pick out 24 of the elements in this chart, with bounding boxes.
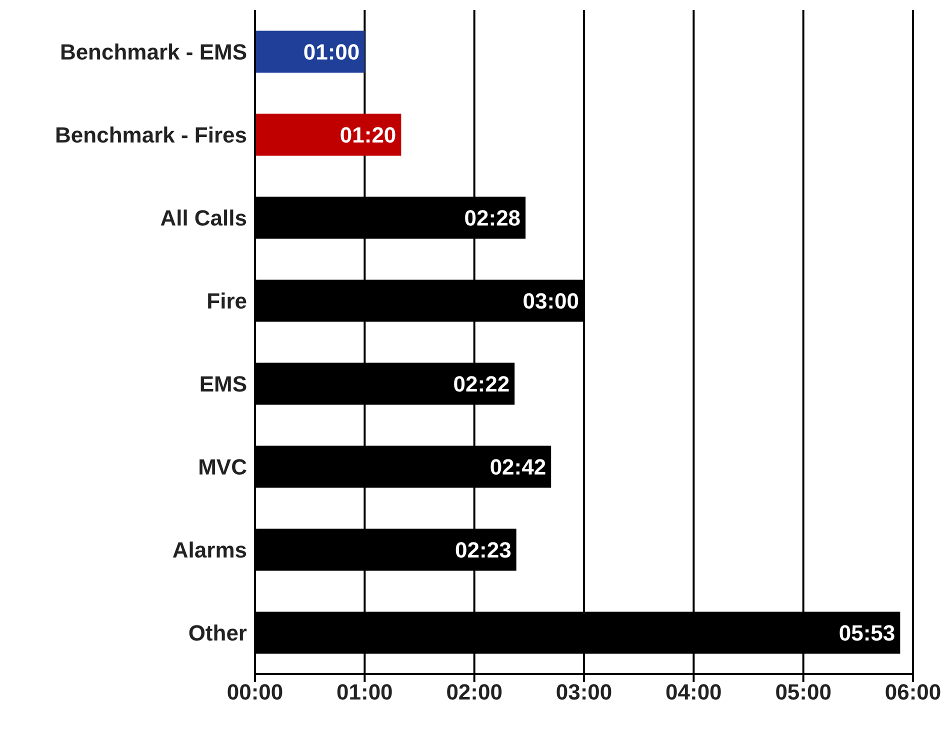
data-label: 05:53 (838, 620, 896, 646)
x-tick-label: 03:00 (556, 680, 612, 705)
data-label: 02:23 (455, 538, 512, 563)
y-tick-label: Fire (206, 288, 247, 314)
bar (255, 114, 402, 156)
data-label: 01:00 (303, 40, 360, 65)
y-tick-label: Benchmark - EMS (60, 39, 247, 64)
y-tick-label: MVC (198, 454, 248, 480)
y-tick-label: All Calls (160, 205, 247, 230)
data-label: 03:00 (522, 288, 579, 314)
y-tick-label: Other (188, 620, 248, 646)
y-tick-label: Alarms (172, 537, 247, 562)
x-tick-label: 01:00 (336, 680, 393, 705)
y-tick-label: EMS (199, 371, 247, 396)
x-tick-label: 06:00 (884, 680, 942, 705)
y-tick-label: Benchmark - Fires (55, 122, 247, 148)
data-label: 02:28 (464, 206, 521, 231)
x-tick-label: 04:00 (666, 680, 722, 705)
x-tick-label: 05:00 (775, 680, 832, 705)
data-label: 02:22 (453, 372, 510, 397)
x-tick-label: 02:00 (446, 680, 502, 705)
data-label: 01:20 (340, 122, 396, 148)
data-label: 02:42 (490, 454, 546, 480)
x-tick-label: 00:00 (226, 680, 284, 705)
